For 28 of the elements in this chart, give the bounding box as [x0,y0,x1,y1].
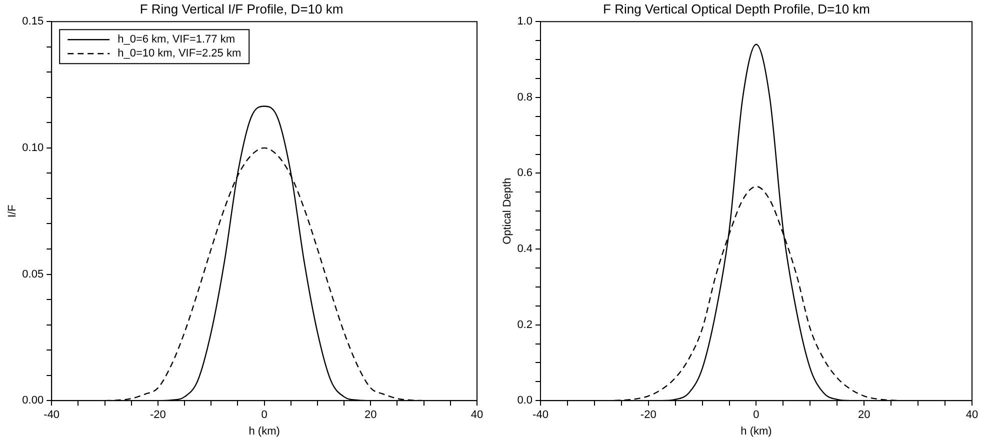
x-tick-label: -40 [44,409,60,422]
y-tick-label: 1.0 [517,16,532,28]
x-tick-label: 0 [261,409,268,422]
chart-title: F Ring Vertical I/F Profile, D=10 km [140,1,344,16]
chart-title: F Ring Vertical Optical Depth Profile, D=10 km [603,1,870,16]
x-tick-label: 0 [753,409,760,422]
y-tick-label: 0.6 [517,167,532,180]
x-tick-label: 20 [364,409,377,422]
y-tick-label: 0.10 [22,142,44,154]
y-tick-label: 0.0 [517,394,532,407]
x-tick-label: -20 [640,409,656,422]
y-tick-label: 0.05 [22,268,44,280]
x-tick-label: -20 [150,409,166,422]
legend-label: h_0=10 km, VIF=2.25 km [118,48,242,60]
x-axis-title: h (km) [740,425,772,438]
x-tick-label: 40 [966,409,978,422]
y-tick-label: 0.15 [22,16,44,28]
x-tick-label: -40 [532,409,548,422]
y-axis-title: Optical Depth [502,178,514,244]
legend-label: h_0=6 km, VIF=1.77 km [118,34,235,46]
y-tick-label: 0.8 [517,91,532,104]
y-tick-label: 0.00 [22,394,44,407]
x-tick-label: 20 [858,409,870,422]
x-tick-label: 40 [470,409,484,422]
y-tick-label: 0.4 [517,243,532,256]
y-tick-label: 0.2 [517,318,532,331]
x-axis-title: h (km) [248,425,280,438]
y-axis-title: I/F [6,204,19,218]
